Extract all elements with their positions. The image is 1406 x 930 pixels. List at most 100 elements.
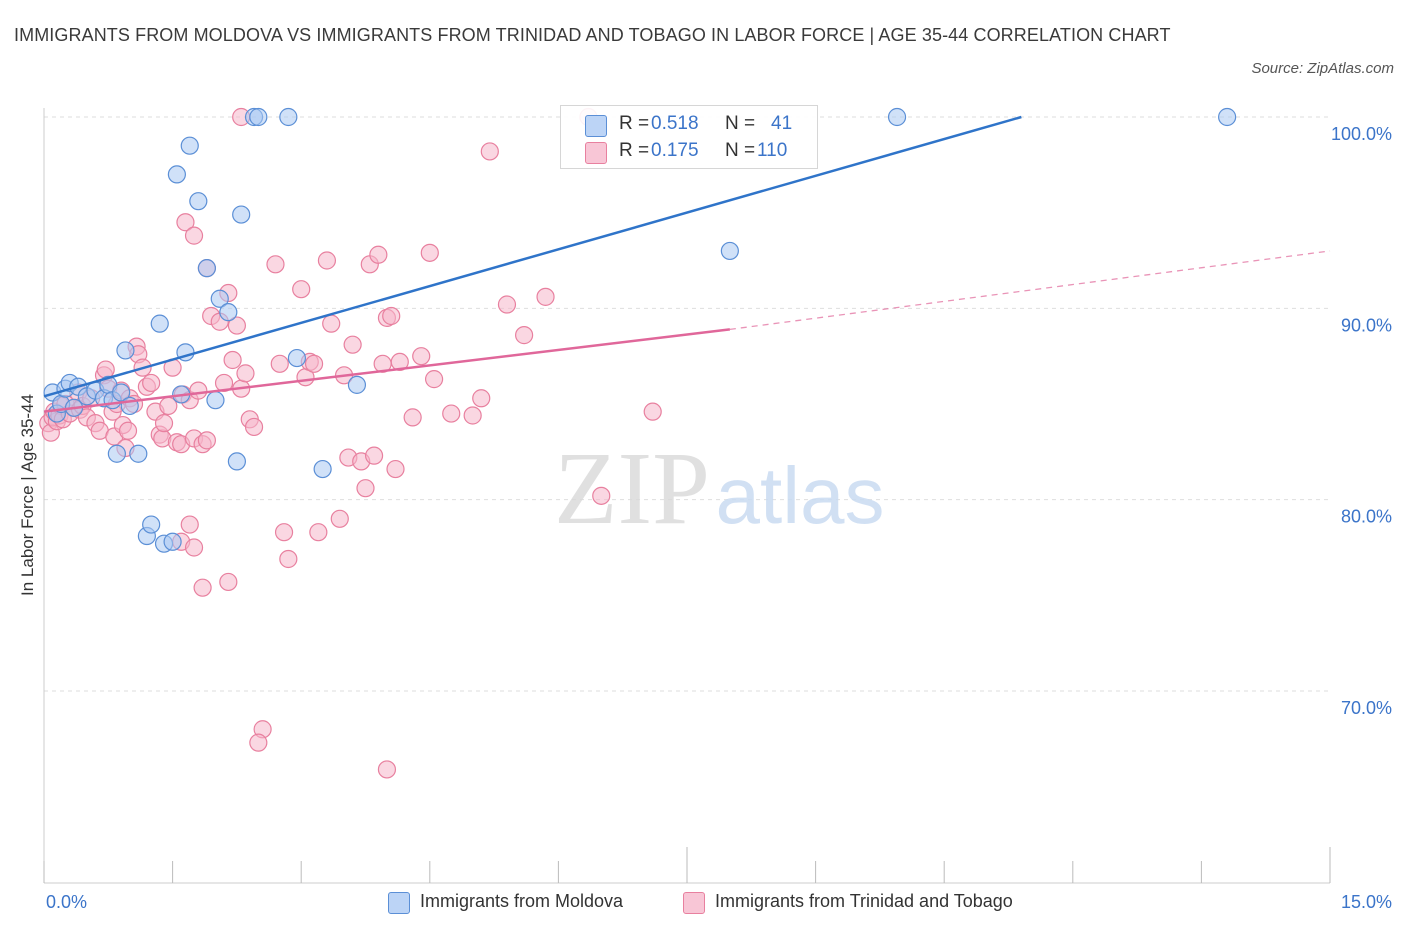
trinidad-point <box>292 280 311 299</box>
legend-r-label: R = <box>619 140 650 161</box>
moldova-point <box>720 241 739 261</box>
moldova-point <box>1218 107 1237 127</box>
trend-lines <box>43 115 1331 413</box>
trinidad-point <box>274 523 294 542</box>
trinidad-point <box>536 287 555 306</box>
trinidad-point <box>189 381 208 400</box>
legend-n-label: N = <box>725 140 756 161</box>
moldova-point <box>313 459 332 479</box>
series-label-trinidad: Immigrants from Trinidad and Tobago <box>715 891 1013 911</box>
trinidad-point <box>317 251 337 270</box>
trinidad-point <box>420 243 439 262</box>
moldova-point <box>206 391 225 410</box>
moldova-point <box>249 107 268 127</box>
trinidad-point <box>180 515 199 534</box>
trinidad-point <box>364 446 384 465</box>
moldova-point <box>116 341 135 360</box>
trinidad-point <box>322 314 341 333</box>
y-tick-label: 80.0% <box>1341 507 1392 527</box>
trinidad-point <box>279 549 298 569</box>
trinidad-point <box>343 335 362 354</box>
grid-lines <box>44 116 1330 692</box>
trinidad-point <box>497 295 517 314</box>
moldova-trend-line <box>43 115 1022 398</box>
moldova-point <box>232 205 251 224</box>
moldova-point <box>129 444 148 463</box>
axes <box>43 108 1331 884</box>
watermark-zip: ZIP <box>554 431 710 546</box>
legend-swatch-moldova <box>585 115 607 137</box>
trinidad-point <box>515 326 534 345</box>
trinidad-point <box>643 402 662 421</box>
trinidad-point <box>96 360 115 379</box>
trinidad-point <box>330 509 349 528</box>
legend-n-value: 110 <box>757 140 788 161</box>
y-tick-label: 70.0% <box>1341 698 1392 718</box>
trinidad-point <box>442 404 461 423</box>
legend-r-label: R = <box>619 113 650 134</box>
moldova-point <box>180 136 199 155</box>
y-tick-label: 90.0% <box>1341 315 1392 335</box>
moldova-point <box>150 314 169 333</box>
tick-labels: 70.0% 80.0% 90.0% 100.0% 0.0% 15.0% <box>46 124 1392 912</box>
trinidad-point <box>356 479 375 498</box>
moldova-point <box>287 348 307 368</box>
series-legend: Immigrants from Moldova Immigrants from … <box>0 888 1406 916</box>
trinidad-point <box>309 523 328 542</box>
trinidad-point <box>270 354 289 373</box>
trinidad-point <box>386 459 405 479</box>
moldova-point <box>347 375 367 394</box>
moldova-point <box>210 289 229 308</box>
trinidad-point <box>244 417 264 437</box>
trinidad-point <box>223 350 242 370</box>
trinidad-point <box>154 414 174 433</box>
trinidad-trend-line <box>43 328 731 413</box>
trinidad-point <box>304 354 324 373</box>
trinidad-point <box>214 373 234 393</box>
moldova-point <box>279 107 298 127</box>
legend-n-label: N = <box>725 113 756 134</box>
legend-r-value: 0.518 <box>651 113 699 134</box>
trinidad-point <box>184 538 204 557</box>
watermark: ZIP atlas <box>554 431 884 546</box>
trinidad-point <box>184 226 204 245</box>
trinidad-point <box>176 213 195 232</box>
x-tick-label: 0.0% <box>46 892 87 912</box>
moldova-point <box>167 165 186 184</box>
trinidad-point <box>249 733 268 752</box>
y-tick-label: 100.0% <box>1331 124 1392 144</box>
trinidad-point <box>219 572 238 592</box>
legend: R = 0.518 N = 41 R = 0.175 N = 110 <box>560 105 818 169</box>
trinidad-point <box>480 142 499 161</box>
source-label: Source: ZipAtlas.com <box>1251 60 1394 77</box>
trinidad-point <box>266 255 285 274</box>
moldova-point <box>197 259 216 278</box>
moldova-point <box>887 107 907 127</box>
trinidad-point <box>412 347 431 366</box>
trinidad-point <box>118 421 138 440</box>
moldova-point <box>227 452 246 471</box>
legend-n-value: 41 <box>771 113 793 134</box>
legend-r-value: 0.175 <box>651 140 699 161</box>
moldova-point <box>189 192 208 211</box>
y-axis-label: In Labor Force | Age 35-44 <box>18 394 37 596</box>
series-label-moldova: Immigrants from Moldova <box>420 891 624 911</box>
moldova-point <box>219 303 238 322</box>
trinidad-point <box>193 578 212 597</box>
series-swatch-trinidad <box>683 892 705 914</box>
trinidad-point <box>369 245 388 264</box>
watermark-atlas: atlas <box>716 451 885 540</box>
trinidad-point <box>382 306 401 326</box>
chart-title: IMMIGRANTS FROM MOLDOVA VS IMMIGRANTS FR… <box>14 25 1171 45</box>
trinidad-point <box>377 760 397 779</box>
moldova-point <box>112 383 131 402</box>
trinidad-point <box>403 408 422 427</box>
series-swatch-moldova <box>388 892 410 914</box>
trinidad-point <box>390 352 409 372</box>
trinidad-point <box>472 389 491 408</box>
trinidad-point <box>592 486 611 505</box>
moldova-point <box>163 532 182 551</box>
trinidad-point <box>197 431 216 450</box>
moldova-point <box>142 515 161 534</box>
